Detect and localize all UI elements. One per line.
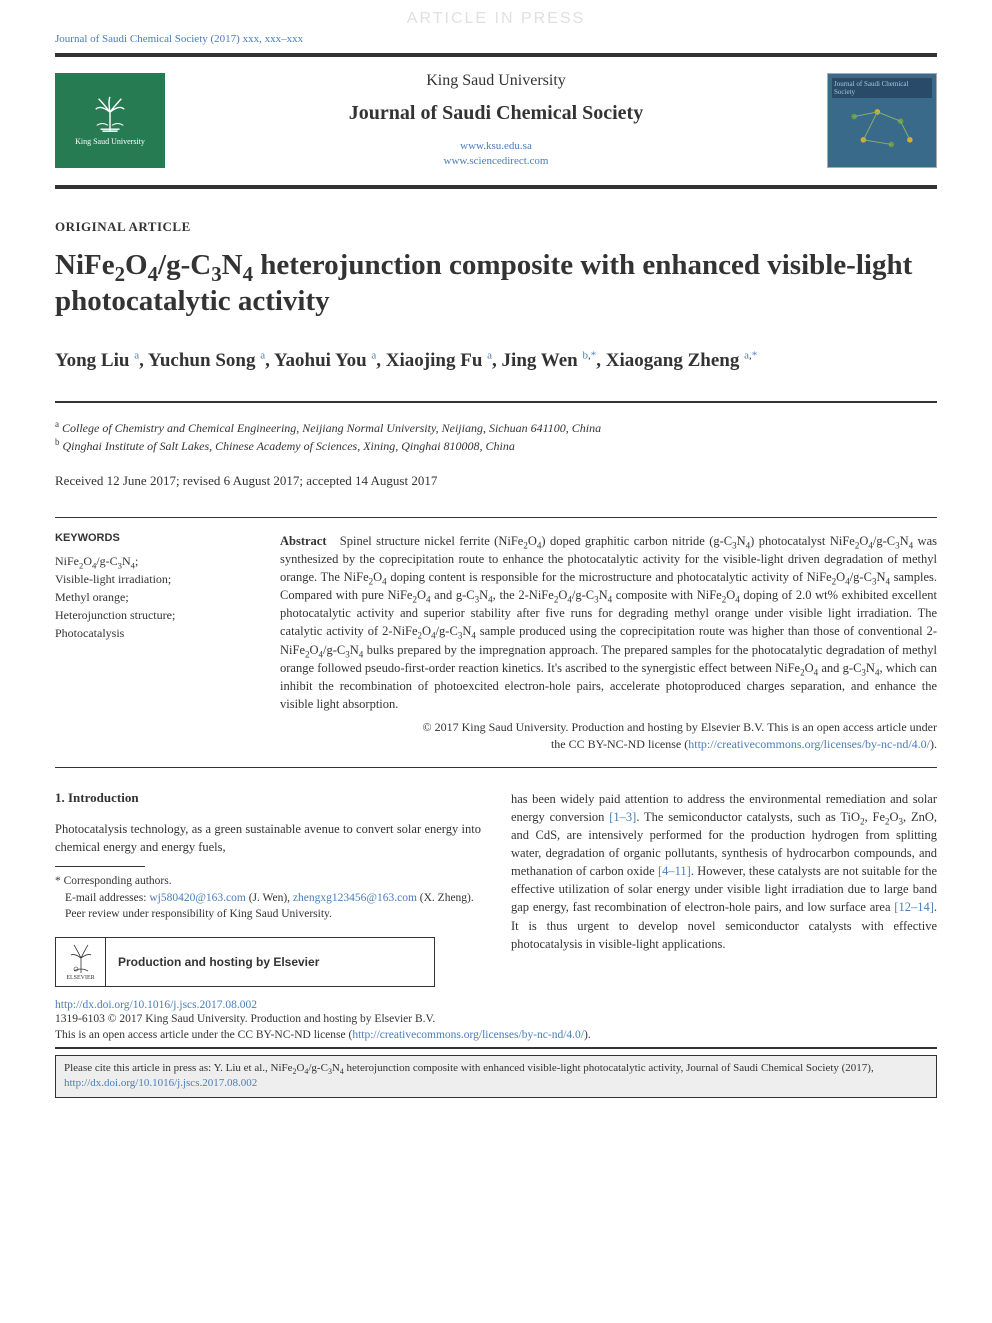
- keyword-item: Heterojunction structure;: [55, 606, 250, 624]
- article-in-press-banner: ARTICLE IN PRESS: [0, 0, 992, 33]
- cover-title: Journal of Saudi Chemical Society: [832, 78, 932, 98]
- footer-cc-link[interactable]: http://creativecommons.org/licenses/by-n…: [352, 1029, 584, 1041]
- palm-tree-icon: [91, 95, 129, 133]
- sciencedirect-link[interactable]: www.sciencedirect.com: [444, 155, 549, 167]
- abstract-section: KEYWORDS NiFe2O4/g-C3N4;Visible-light ir…: [55, 517, 937, 768]
- intro-paragraph-1: Photocatalysis technology, as a green su…: [55, 820, 481, 856]
- keyword-item: Photocatalysis: [55, 624, 250, 642]
- keyword-item: Visible-light irradiation;: [55, 570, 250, 588]
- hosting-text: Production and hosting by Elsevier: [106, 955, 331, 969]
- email-link-2[interactable]: zhengxg123456@163.com: [293, 892, 417, 904]
- masthead-center: King Saud University Journal of Saudi Ch…: [185, 72, 807, 170]
- abstract-copyright: © 2017 King Saud University. Production …: [280, 719, 937, 753]
- citation-box: Please cite this article in press as: Y.…: [55, 1055, 937, 1098]
- column-right: has been widely paid attention to addres…: [511, 790, 937, 987]
- email-line: E-mail addresses: wj580420@163.com (J. W…: [55, 890, 481, 907]
- abstract-body: Spinel structure nickel ferrite (NiFe2O4…: [280, 534, 937, 711]
- affiliations: a College of Chemistry and Chemical Engi…: [55, 419, 937, 455]
- journal-cover-thumbnail: Journal of Saudi Chemical Society: [827, 73, 937, 168]
- intro-paragraph-2: has been widely paid attention to addres…: [511, 790, 937, 953]
- ksu-link[interactable]: www.ksu.edu.sa: [460, 140, 532, 152]
- divider-footer: [55, 1047, 937, 1049]
- column-left: 1. Introduction Photocatalysis technolog…: [55, 790, 481, 987]
- hosting-box: ELSEVIER Production and hosting by Elsev…: [55, 937, 435, 987]
- ksu-logo-label: King Saud University: [75, 137, 145, 146]
- author-list: Yong Liu a, Yuchun Song a, Yaohui You a,…: [55, 347, 937, 376]
- ksu-logo: King Saud University: [55, 73, 165, 168]
- issn-line: 1319-6103 © 2017 King Saud University. P…: [55, 1011, 937, 1027]
- keyword-item: NiFe2O4/g-C3N4;: [55, 552, 250, 570]
- keyword-item: Methyl orange;: [55, 588, 250, 606]
- email-link-1[interactable]: wj580420@163.com: [149, 892, 246, 904]
- divider-authors: [55, 401, 937, 403]
- keywords-box: KEYWORDS NiFe2O4/g-C3N4;Visible-light ir…: [55, 532, 250, 753]
- corresponding-note: * Corresponding authors.: [55, 873, 481, 890]
- abstract-box: Abstract Spinel structure nickel ferrite…: [280, 532, 937, 753]
- keywords-heading: KEYWORDS: [55, 532, 250, 544]
- doi-link[interactable]: http://dx.doi.org/10.1016/j.jscs.2017.08…: [55, 999, 257, 1011]
- citation-reference: Journal of Saudi Chemical Society (2017)…: [0, 33, 992, 53]
- article-title: NiFe2O4/g-C3N4 heterojunction composite …: [55, 247, 937, 320]
- elsevier-tree-icon: [66, 943, 96, 975]
- article-dates: Received 12 June 2017; revised 6 August …: [55, 473, 937, 489]
- university-name: King Saud University: [185, 72, 807, 90]
- keywords-list: NiFe2O4/g-C3N4;Visible-light irradiation…: [55, 552, 250, 642]
- intro-heading: 1. Introduction: [55, 790, 481, 806]
- peer-review-note: Peer review under responsibility of King…: [55, 906, 481, 923]
- elsevier-logo: ELSEVIER: [56, 938, 106, 986]
- abstract-label: Abstract: [280, 534, 327, 548]
- cover-art-icon: [832, 98, 932, 163]
- masthead: King Saud University King Saud Universit…: [0, 57, 992, 185]
- cc-license-link[interactable]: http://creativecommons.org/licenses/by-n…: [688, 737, 930, 751]
- abstract-text: Abstract Spinel structure nickel ferrite…: [280, 532, 937, 713]
- article-type-label: ORIGINAL ARTICLE: [55, 219, 937, 235]
- journal-title: Journal of Saudi Chemical Society: [185, 102, 807, 125]
- footer-license: 1319-6103 © 2017 King Saud University. P…: [55, 1011, 937, 1043]
- body-columns: 1. Introduction Photocatalysis technolog…: [55, 790, 937, 987]
- footnote-separator: [55, 866, 145, 867]
- footnotes: * Corresponding authors. E-mail addresse…: [55, 873, 481, 923]
